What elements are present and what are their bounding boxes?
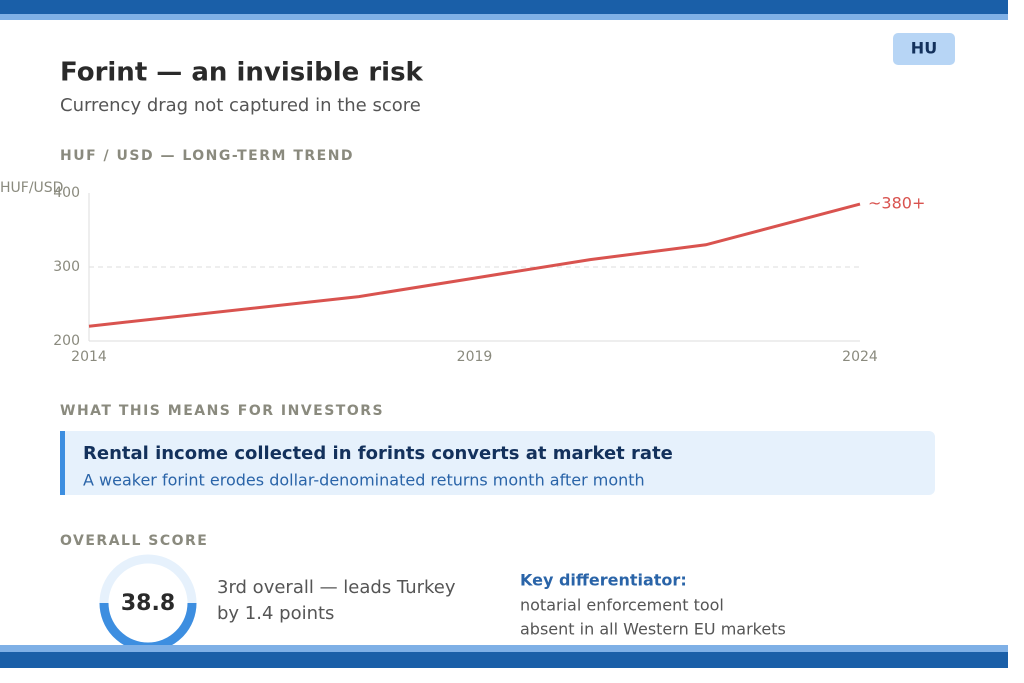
bottom-bar: [0, 652, 1008, 668]
score-text: 3rd overall — leads Turkey: [217, 577, 456, 598]
line: [88, 202, 861, 328]
section-heading: OVERALL SCORE: [60, 533, 208, 549]
end-label: ~380+: [868, 194, 925, 213]
badge: HU: [911, 39, 937, 58]
key-title: Key differentiator:: [520, 571, 687, 590]
score-text: by 1.4 points: [217, 603, 334, 624]
y-tick-label: 200: [53, 333, 80, 349]
y-axis-label: HUF/USD: [0, 180, 63, 196]
top-bar: [0, 0, 1008, 14]
x-tick-label: 2019: [457, 349, 493, 365]
y-tick-label: 400: [53, 185, 80, 201]
chart: HUF/USD 200 300 400 2014 2019 2024 ~380+: [0, 180, 925, 365]
x-tick-label: 2014: [71, 349, 107, 365]
callout-accent: [60, 431, 65, 495]
x-tick-label: 2024: [842, 349, 878, 365]
bottom-bar-accent: [0, 645, 1008, 652]
subtitle: Currency drag not captured in the score: [60, 95, 421, 116]
top-bar-accent: [0, 14, 1008, 20]
score-value: 38.8: [121, 591, 175, 616]
y-tick-label: 300: [53, 259, 80, 275]
key-text: notarial enforcement tool: [520, 596, 724, 615]
title: Forint — an invisible risk: [60, 58, 424, 88]
badge-bg: [893, 33, 955, 65]
callout-title: Rental income collected in forints conve…: [83, 443, 673, 464]
callout-text: A weaker forint erodes dollar-denominate…: [83, 471, 645, 490]
section-heading: HUF / USD — LONG-TERM TREND: [60, 148, 354, 164]
section-heading: WHAT THIS MEANS FOR INVESTORS: [60, 403, 384, 419]
callout-bg: [60, 431, 935, 495]
key-text: absent in all Western EU markets: [520, 620, 786, 639]
